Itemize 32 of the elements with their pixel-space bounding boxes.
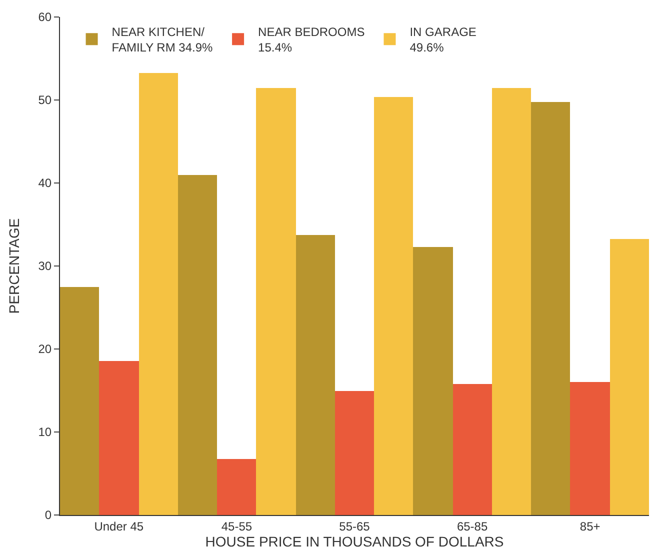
y-tick-label: 0 [44,508,52,522]
bar [256,88,296,515]
bar [413,247,453,515]
x-tick-label: 65-85 [456,519,488,534]
x-axis-title: HOUSE PRICE IN THOUSANDS OF DOLLARS [205,534,504,550]
y-tick-label: 30 [38,259,52,274]
bar [570,382,610,515]
y-axis-title: PERCENTAGE [6,218,22,314]
bar [296,235,335,515]
x-tick-label: 55-65 [339,519,370,534]
bar [610,239,649,515]
bar [453,384,492,515]
bar [60,287,99,515]
bar [178,175,217,515]
y-tick-label: 60 [38,10,52,24]
x-tick-label: Under 45 [94,519,144,534]
bar [374,97,413,515]
legend-label: NEAR KITCHEN/ FAMILY RM 34.9% [112,24,214,55]
x-tick-label: 85+ [580,519,600,534]
y-tick-label: 20 [38,342,52,356]
bar [492,88,531,515]
legend-label: NEAR BEDROOMS 15.4% [258,24,365,55]
bar [531,102,570,515]
bar [99,361,139,515]
legend-label: IN GARAGE 49.6% [410,24,476,55]
bar [335,391,374,515]
y-tick-label: 50 [38,93,52,108]
y-tick-label: 40 [38,176,52,190]
bar [139,73,178,515]
x-tick-label: 45-55 [221,519,252,534]
bar [217,459,256,515]
y-tick-label: 10 [38,425,52,440]
